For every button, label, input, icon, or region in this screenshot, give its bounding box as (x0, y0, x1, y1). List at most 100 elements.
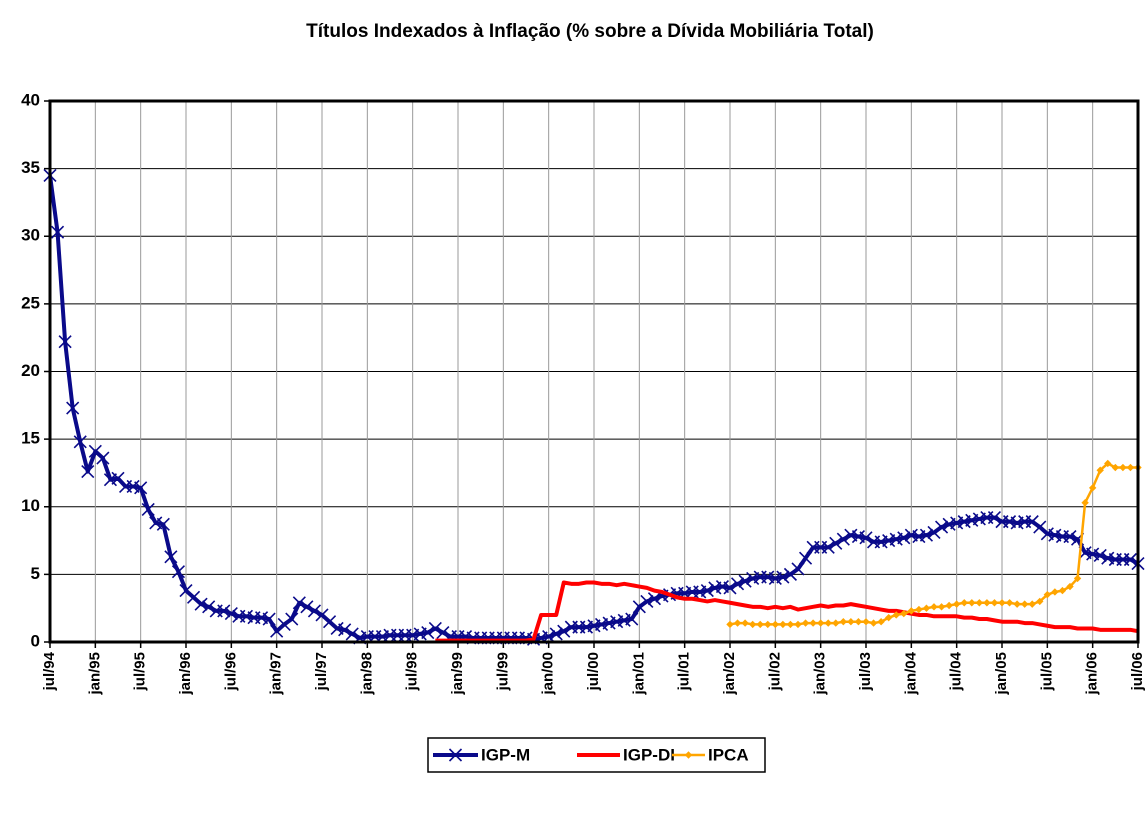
point-marker (625, 612, 639, 626)
point-marker (194, 597, 208, 611)
series-0 (43, 168, 1145, 646)
point-marker (1104, 459, 1112, 468)
point-marker (1073, 574, 1082, 583)
x-tick-label: jul/99 (494, 652, 511, 691)
point-marker (877, 618, 885, 626)
point-marker (224, 607, 238, 621)
point-marker (428, 621, 442, 636)
point-marker (847, 618, 855, 626)
point-marker (632, 600, 646, 614)
point-marker (987, 511, 1002, 525)
point-marker (741, 619, 749, 627)
point-marker (952, 600, 961, 608)
point-marker (975, 599, 984, 607)
point-marker (809, 619, 817, 627)
legend: IGP-M IGP-DI IPCA (433, 745, 749, 764)
x-tick-label: jan/06 (1084, 652, 1101, 696)
series-2 (726, 459, 1142, 629)
point-marker (930, 603, 938, 611)
x-tick-label: jan/04 (902, 651, 919, 695)
point-marker (836, 532, 850, 546)
point-marker (794, 620, 802, 629)
point-marker (549, 627, 563, 641)
point-marker (557, 624, 571, 638)
legend-label: IPCA (708, 745, 749, 764)
point-marker (448, 748, 463, 762)
point-marker (1013, 600, 1021, 608)
point-marker (1123, 552, 1138, 567)
x-tick-label: jan/02 (721, 652, 738, 696)
point-marker (307, 604, 322, 618)
point-marker (723, 581, 737, 595)
point-marker (764, 620, 772, 629)
point-marker (164, 550, 178, 564)
point-marker (277, 617, 291, 631)
point-marker (171, 565, 186, 579)
x-tick-label: jul/03 (857, 652, 874, 691)
point-marker (1058, 586, 1067, 595)
y-tick-label: 5 (31, 564, 40, 583)
axes: 0 5 10 15 20 25 30 35 40 jul/94 jan/95 jul/95 jan/96… (21, 90, 1145, 695)
point-marker (726, 620, 734, 629)
point-marker (854, 618, 863, 626)
x-tick-label: jul/96 (222, 652, 239, 691)
point-marker (73, 435, 87, 449)
x-tick-label: jul/98 (404, 652, 421, 691)
y-tick-label: 0 (31, 631, 40, 650)
point-marker (285, 612, 299, 626)
x-tick-label: jul/95 (132, 652, 149, 691)
point-marker (832, 619, 840, 627)
x-tick-label: jan/96 (177, 652, 194, 696)
point-marker (798, 551, 813, 565)
point-marker (779, 620, 787, 629)
point-marker (345, 627, 359, 641)
point-marker (647, 592, 662, 606)
point-marker (824, 619, 832, 627)
point-marker (771, 620, 780, 629)
x-tick-label: jul/05 (1038, 652, 1055, 691)
point-marker (748, 620, 757, 629)
x-tick-label: jul/94 (41, 651, 58, 691)
x-tick-label: jul/00 (585, 652, 602, 691)
point-marker (733, 619, 742, 627)
point-marker (1096, 466, 1104, 474)
series-line (435, 580, 1139, 643)
point-marker (1036, 597, 1044, 606)
x-tick-label: jul/06 (1129, 652, 1145, 691)
point-marker (338, 623, 352, 637)
point-marker (829, 536, 843, 550)
point-marker (922, 604, 931, 612)
point-marker (141, 502, 155, 517)
y-tick-label: 25 (21, 293, 40, 312)
x-tick-label: jul/01 (676, 652, 693, 691)
point-marker (786, 620, 795, 629)
x-tick-label: jan/95 (86, 652, 103, 696)
point-marker (96, 451, 110, 465)
y-tick-label: 35 (21, 158, 40, 177)
point-marker (730, 577, 745, 591)
point-marker (421, 625, 435, 640)
point-marker (58, 335, 72, 349)
y-tick-label: 15 (21, 429, 40, 448)
point-marker (81, 465, 95, 479)
point-marker (1111, 463, 1120, 472)
x-tick-label: jan/97 (268, 652, 285, 696)
point-marker (934, 520, 949, 534)
point-marker (684, 751, 693, 759)
point-marker (640, 594, 654, 608)
point-marker (859, 531, 873, 545)
point-marker (134, 481, 148, 495)
point-marker (1066, 582, 1074, 591)
point-marker (1093, 548, 1107, 563)
point-marker (862, 618, 870, 626)
legend-label: IGP-DI (623, 745, 675, 764)
point-marker (776, 570, 790, 584)
point-marker (66, 401, 80, 415)
point-marker (1081, 498, 1089, 507)
point-marker (900, 609, 908, 618)
point-marker (919, 528, 934, 542)
point-marker (1025, 515, 1039, 529)
y-tick-label: 20 (21, 361, 40, 380)
